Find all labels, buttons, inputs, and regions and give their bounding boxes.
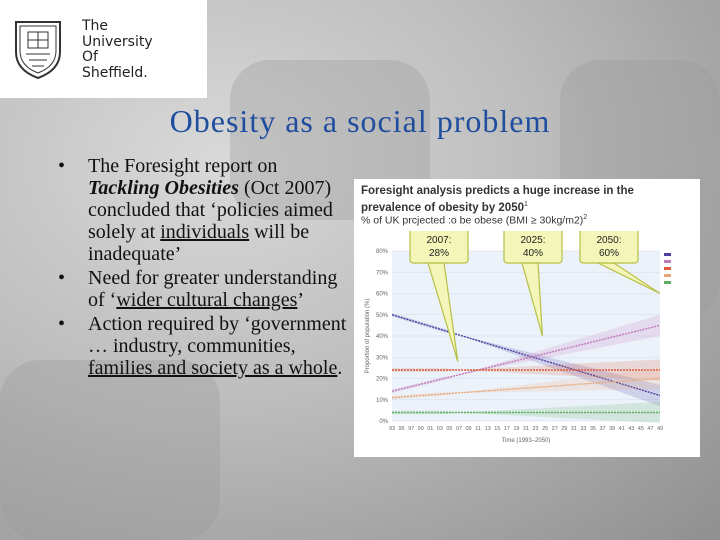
bullet-text: . — [337, 357, 343, 379]
y-tick-label: 70% — [376, 270, 389, 276]
y-tick-label: 40% — [376, 334, 389, 340]
series-line — [391, 377, 661, 399]
university-logo: The University Of Sheffield. — [0, 0, 207, 98]
x-tick-label: 21 — [523, 426, 529, 432]
chart-plot: 0% 10% 20% 30% 40% 50% 60% 70% 80% 93 95 97 99 01 03 05… — [365, 231, 671, 444]
legend-swatch — [664, 260, 671, 263]
x-tick-label: 43 — [628, 426, 634, 432]
x-tick-label: 45 — [638, 426, 644, 432]
callout-year: 2050: — [596, 235, 621, 246]
report-title: Tackling Obesities — [88, 177, 239, 199]
series-band — [392, 367, 660, 400]
x-tick-label: 37 — [600, 426, 606, 432]
underlined-text: wider cultural changes — [116, 289, 298, 311]
y-tick-label: 10% — [376, 398, 389, 404]
background-photo-shape — [0, 360, 220, 540]
x-tick-label: 03 — [437, 426, 443, 432]
bullet-item: The Foresight report on Tackling Obesiti… — [58, 155, 348, 265]
x-tick-label: 99 — [418, 426, 424, 432]
x-tick-label: 39 — [609, 426, 615, 432]
logo-line: Of — [82, 49, 98, 65]
logo-line: The — [82, 18, 109, 34]
y-tick-label: 60% — [376, 292, 389, 298]
callout-year: 2007: — [426, 235, 451, 246]
chart-subtitle: % of UK prcjected :o be obese (BMI ≥ 30k… — [361, 214, 588, 227]
bullet-text: Need for greater understanding of ‘ — [88, 267, 338, 311]
bullet-text: (Oct 2007) concluded that ‘policies aime… — [88, 177, 333, 243]
x-tick-label: 47 — [647, 426, 653, 432]
callout-value: 40% — [523, 248, 543, 259]
underlined-text: individuals — [160, 221, 250, 243]
x-tick-label: 23 — [533, 426, 539, 432]
bullet-item: Action required by ‘government … industr… — [58, 313, 348, 379]
x-tick-label: 35 — [590, 426, 596, 432]
x-tick-label: 49 — [657, 426, 663, 432]
bullet-text: will be inadequate’ — [88, 221, 310, 265]
series-line — [391, 324, 661, 392]
x-tick-label: 93 — [389, 426, 395, 432]
y-tick-label: 50% — [376, 313, 389, 319]
x-tick-label: 13 — [485, 426, 491, 432]
x-tick-label: 09 — [466, 426, 472, 432]
bullet-text: ’ — [297, 289, 305, 311]
x-tick-label: 33 — [580, 426, 586, 432]
x-tick-label: 01 — [427, 426, 433, 432]
x-tick-label: 41 — [619, 426, 625, 432]
legend-swatch — [664, 274, 671, 277]
bullet-text: The Foresight report on — [88, 155, 278, 177]
x-tick-label: 25 — [542, 426, 548, 432]
x-tick-label: 27 — [552, 426, 558, 432]
series-line — [391, 314, 661, 397]
logo-wordmark: The University Of Sheffield. — [82, 18, 153, 81]
legend-swatch — [664, 253, 671, 256]
chart-title: Foresight analysis predicts a huge incre… — [361, 185, 634, 214]
bullet-text: Action required by ‘government … industr… — [88, 313, 347, 357]
x-tick-label: 11 — [475, 426, 481, 432]
x-tick-label: 29 — [561, 426, 567, 432]
x-axis-label: Time (1993–2050) — [502, 438, 551, 444]
callout-box — [579, 231, 639, 264]
y-axis-label: Proportion of population (%) — [365, 299, 371, 374]
callout-box — [409, 231, 469, 264]
bullet-item: Need for greater understanding of ‘wider… — [58, 267, 348, 311]
x-tick-label: 15 — [494, 426, 500, 432]
y-tick-label: 80% — [376, 249, 389, 255]
x-tick-label: 07 — [456, 426, 462, 432]
callout-year: 2025: — [520, 235, 545, 246]
y-tick-label: 20% — [376, 377, 389, 383]
bullet-list: The Foresight report on Tackling Obesiti… — [58, 155, 348, 381]
crest-icon — [15, 21, 61, 80]
x-tick-label: 17 — [504, 426, 510, 432]
underlined-text: families and society as a whole — [88, 357, 338, 379]
x-tick-label: 05 — [446, 426, 452, 432]
y-tick-label: 0% — [379, 419, 388, 425]
slide-title: Obesity as a social problem — [169, 103, 551, 139]
callout-box — [503, 231, 563, 264]
y-tick-label: 30% — [376, 355, 389, 361]
foresight-chart: Foresight analysis predicts a huge incre… — [354, 179, 700, 457]
logo-line: University — [82, 33, 153, 50]
legend-swatch — [664, 267, 671, 270]
legend-swatch — [664, 281, 671, 284]
callout-value: 28% — [429, 248, 449, 259]
x-tick-label: 95 — [399, 426, 405, 432]
logo-line: Sheffield. — [82, 64, 148, 81]
x-tick-label: 31 — [571, 426, 577, 432]
x-tick-label: 19 — [513, 426, 519, 432]
x-tick-label: 97 — [408, 426, 414, 432]
callout-value: 60% — [599, 248, 619, 259]
